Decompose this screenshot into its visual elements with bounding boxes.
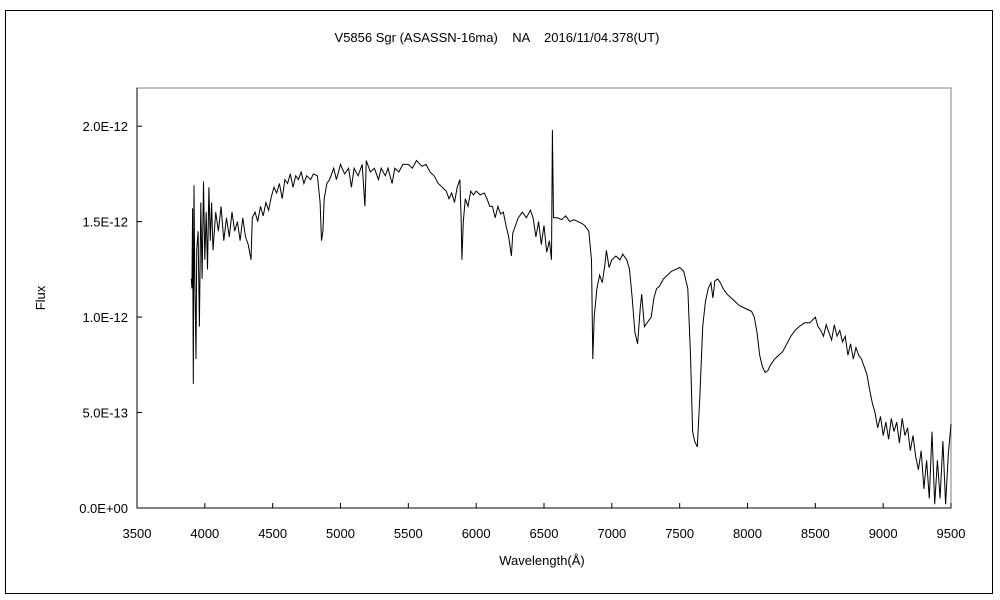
y-tick-label: 0.0E+00 <box>79 501 128 516</box>
x-tick-label: 7000 <box>597 526 626 541</box>
y-tick-label: 2.0E-12 <box>82 119 128 134</box>
plot-area <box>136 87 952 509</box>
x-tick-label: 5500 <box>394 526 423 541</box>
chart-title: V5856 Sgr (ASASSN-16ma) NA 2016/11/04.37… <box>335 30 660 45</box>
x-ticks: 3500 4000 4500 5000 5500 6000 6500 7000 7500 8000… <box>123 503 966 541</box>
x-axis-label: Wavelength(Å) <box>499 553 585 568</box>
x-tick-label: 6000 <box>462 526 491 541</box>
y-tick-label: 5.0E-13 <box>82 406 128 421</box>
chart-frame <box>5 10 993 594</box>
x-tick-label: 8500 <box>801 526 830 541</box>
x-tick-label: 7500 <box>665 526 694 541</box>
x-tick-label: 4000 <box>190 526 219 541</box>
x-tick-label: 9000 <box>869 526 898 541</box>
x-tick-label: 8000 <box>733 526 762 541</box>
x-tick-label: 4500 <box>258 526 287 541</box>
y-axis-label: Flux <box>33 285 48 310</box>
x-tick-label: 6500 <box>530 526 559 541</box>
spectrum-line <box>190 129 952 505</box>
x-tick-label: 5000 <box>326 526 355 541</box>
x-tick-label: 9500 <box>937 526 966 541</box>
x-tick-label: 3500 <box>123 526 152 541</box>
y-ticks: 0.0E+00 5.0E-13 1.0E-12 1.5E-12 2.0E-12 <box>79 119 142 516</box>
y-tick-label: 1.0E-12 <box>82 310 128 325</box>
y-tick-label: 1.5E-12 <box>82 215 128 230</box>
